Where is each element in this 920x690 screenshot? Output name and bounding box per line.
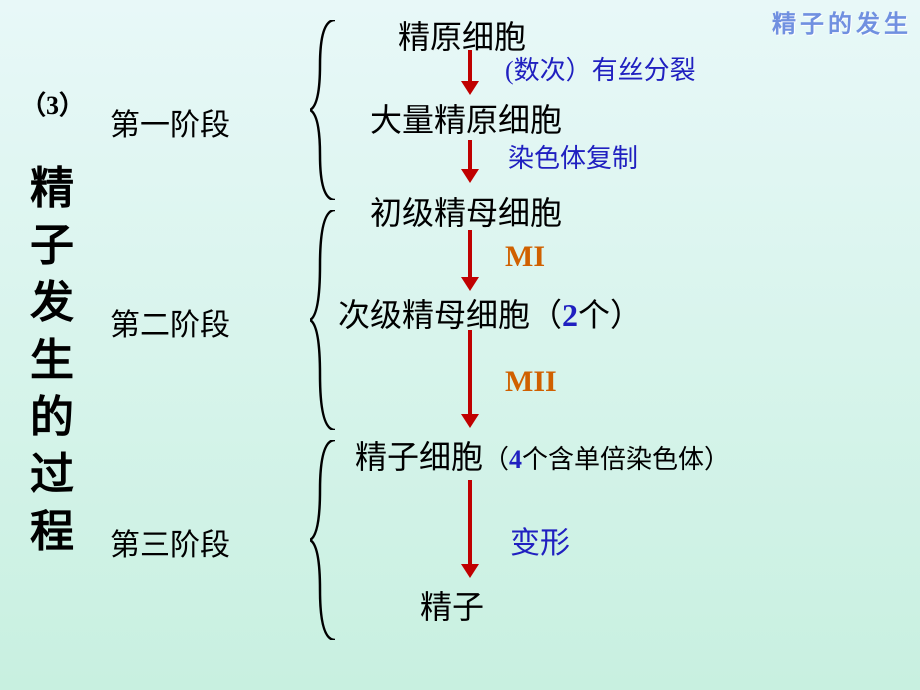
brace-3: [310, 440, 340, 640]
cell5-paren-open: （: [483, 445, 509, 474]
cell5-number: 4: [509, 445, 522, 474]
arrow-5: [468, 480, 472, 575]
cell5-text-a: 精子细胞: [355, 439, 483, 475]
stage-1-label: 第一阶段: [110, 100, 230, 144]
brace-1: [310, 20, 340, 200]
process-m1: MI: [505, 240, 545, 274]
arrow-2: [468, 140, 472, 180]
cell-spermatid: 精子细胞（4个含单倍染色体）: [355, 432, 730, 478]
main-title: 精子发生的过程: [30, 160, 74, 560]
arrow-4: [468, 330, 472, 425]
proc1-text: 数次）有丝分裂: [514, 56, 696, 85]
cell4-text-c: 个）: [578, 297, 642, 333]
cell5-text-d: 个含单倍染色体）: [522, 445, 730, 474]
process-mitosis: (数次）有丝分裂: [505, 50, 696, 87]
stage-2-label: 第二阶段: [110, 300, 230, 344]
process-replication: 染色体复制: [508, 138, 638, 175]
process-m2: MII: [505, 365, 557, 399]
process-transform: 变形: [510, 518, 570, 562]
brace-2: [310, 210, 340, 430]
cell-many-spermatogonia: 大量精原细胞: [370, 95, 562, 141]
cell4-text-a: 次级精母细胞（: [338, 297, 562, 333]
arrow-3: [468, 230, 472, 288]
cell-secondary-spermatocyte: 次级精母细胞（2个）: [338, 290, 642, 336]
cell-primary-spermatocyte: 初级精母细胞: [370, 188, 562, 234]
main-number: （3）: [20, 90, 75, 121]
cell4-number: 2: [562, 297, 578, 333]
stage-3-label: 第三阶段: [110, 520, 230, 564]
arrow-1: [468, 50, 472, 92]
corner-title: 精子的发生: [772, 4, 912, 39]
proc1-paren: (: [505, 56, 514, 85]
cell-sperm: 精子: [420, 582, 484, 628]
